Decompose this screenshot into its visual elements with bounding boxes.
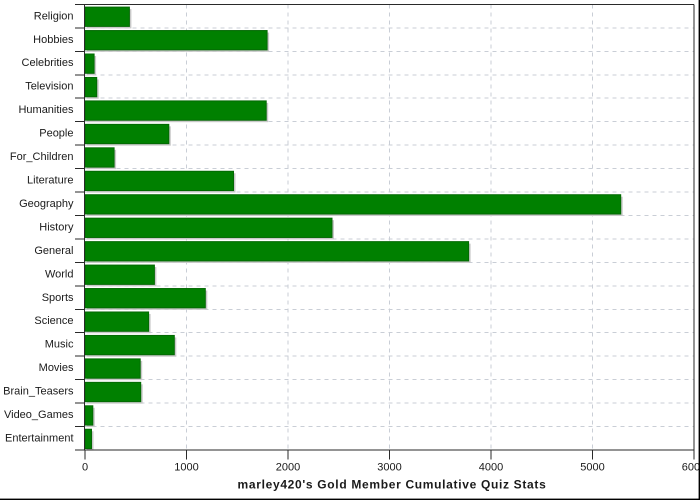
svg-text:Brain_Teasers: Brain_Teasers (3, 386, 74, 398)
svg-text:4000: 4000 (479, 462, 503, 474)
svg-text:Music: Music (45, 339, 74, 351)
svg-text:General: General (34, 245, 73, 257)
svg-text:Science: Science (34, 315, 73, 327)
svg-text:Geography: Geography (19, 198, 74, 210)
svg-text:1000: 1000 (174, 462, 198, 474)
svg-text:2000: 2000 (276, 462, 300, 474)
svg-text:Video_Games: Video_Games (4, 409, 74, 421)
svg-text:Movies: Movies (39, 362, 74, 374)
svg-text:Religion: Religion (34, 10, 74, 22)
svg-text:For_Children: For_Children (10, 151, 74, 163)
svg-text:Sports: Sports (42, 292, 74, 304)
svg-text:0: 0 (82, 462, 88, 474)
svg-text:Celebrities: Celebrities (22, 57, 74, 69)
svg-text:People: People (39, 128, 73, 140)
svg-text:Humanities: Humanities (18, 104, 74, 116)
svg-text:Television: Television (25, 81, 73, 93)
svg-text:Entertainment: Entertainment (5, 432, 73, 444)
svg-text:World: World (45, 268, 74, 280)
svg-text:5000: 5000 (580, 462, 604, 474)
svg-text:History: History (39, 221, 74, 233)
svg-text:Literature: Literature (27, 174, 73, 186)
svg-text:6000: 6000 (682, 462, 700, 474)
svg-text:marley420's Gold Member Cumula: marley420's Gold Member Cumulative Quiz … (238, 477, 547, 491)
svg-text:3000: 3000 (377, 462, 401, 474)
svg-text:Hobbies: Hobbies (33, 34, 74, 46)
